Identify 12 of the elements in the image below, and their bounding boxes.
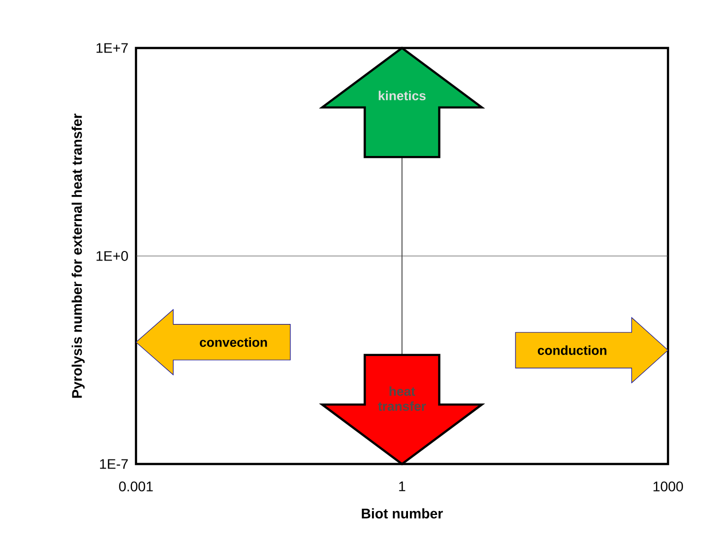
- annotation: conduction: [538, 345, 606, 355]
- y-axis-title: Pyrolysis number for external heat transfer: [72, 114, 85, 398]
- y-tick-label: 1E-7: [100, 459, 128, 469]
- annotation: convection: [200, 337, 267, 347]
- y-tick-label: 1E+0: [96, 251, 128, 261]
- x-tick-label: 1000: [654, 482, 683, 492]
- x-tick-label: 0.001: [119, 482, 153, 492]
- annotation: heat transfer: [378, 386, 426, 411]
- x-tick-label: 1: [399, 482, 406, 492]
- y-tick-label: 1E+7: [96, 43, 128, 53]
- annotation: kinetics: [378, 90, 426, 100]
- x-axis-title: Biot number: [362, 508, 443, 518]
